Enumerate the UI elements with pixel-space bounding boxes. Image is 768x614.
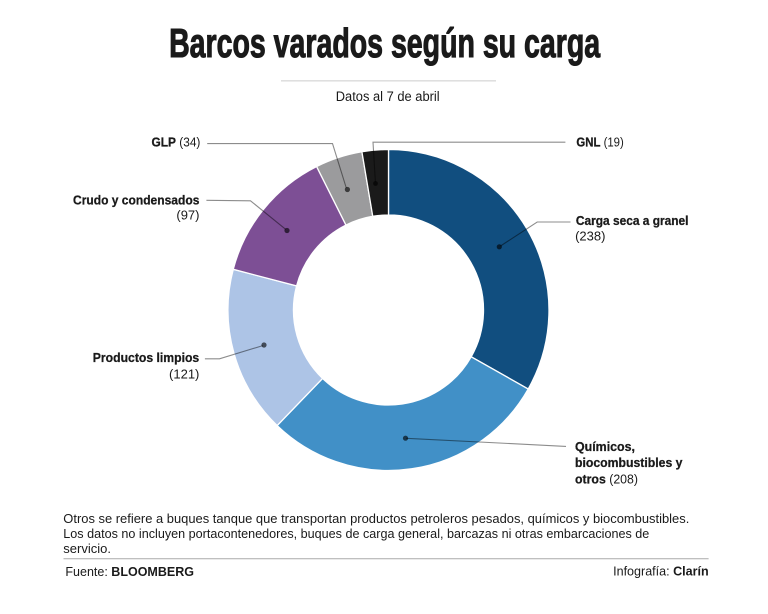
svg-text:servicio.: servicio. bbox=[63, 541, 111, 556]
svg-text:Productos limpios: Productos limpios bbox=[93, 350, 199, 365]
svg-text:GLP (34): GLP (34) bbox=[152, 134, 201, 149]
svg-text:Otros se refiere a buques tanq: Otros se refiere a buques tanque que tra… bbox=[63, 511, 689, 526]
svg-text:(238): (238) bbox=[575, 228, 605, 243]
svg-text:Crudo y condensados: Crudo y condensados bbox=[73, 193, 199, 208]
svg-text:biocombustibles y: biocombustibles y bbox=[575, 455, 683, 470]
svg-text:Fuente: BLOOMBERG: Fuente: BLOOMBERG bbox=[65, 564, 194, 579]
svg-text:Carga seca a granel: Carga seca a granel bbox=[576, 213, 689, 228]
svg-text:Barcos varados según su carga: Barcos varados según su carga bbox=[169, 20, 601, 66]
svg-text:Químicos,: Químicos, bbox=[575, 439, 635, 454]
svg-text:Los datos no incluyen portacon: Los datos no incluyen portacontenedores,… bbox=[63, 526, 649, 541]
svg-text:(97): (97) bbox=[176, 208, 199, 223]
svg-text:Infografía: Clarín: Infografía: Clarín bbox=[613, 564, 709, 579]
svg-text:Datos al 7 de abril: Datos al 7 de abril bbox=[336, 89, 440, 104]
svg-text:(121): (121) bbox=[169, 366, 199, 381]
svg-text:GNL (19): GNL (19) bbox=[576, 135, 623, 150]
svg-text:otros (208): otros (208) bbox=[575, 471, 638, 486]
